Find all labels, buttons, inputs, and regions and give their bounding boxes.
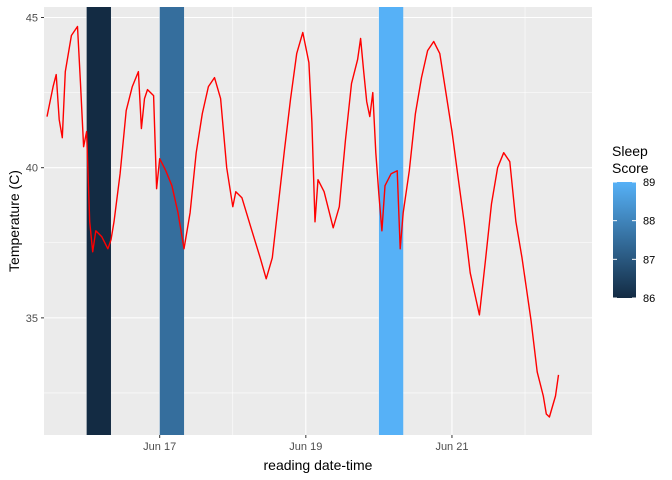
legend-label: 87 [643, 254, 655, 266]
legend-colorbar [613, 182, 636, 298]
sleep-band [159, 7, 185, 435]
x-axis-ticks: Jun 17 Jun 19 Jun 21 [143, 435, 468, 453]
plot-panel [44, 7, 592, 435]
x-axis-title: reading date-time [264, 457, 373, 473]
legend-ticks: 86 87 88 89 [613, 177, 655, 305]
y-axis-ticks: 35 40 45 [26, 13, 44, 325]
x-tick-label: Jun 21 [435, 441, 468, 453]
legend-label: 89 [643, 177, 655, 189]
y-tick-label: 35 [26, 313, 38, 325]
legend-title-line-1: Sleep [612, 143, 648, 159]
sleep-score-legend: Sleep Score 86 87 88 89 [612, 143, 655, 305]
legend-title-line-2: Score [612, 160, 649, 176]
legend-label: 88 [643, 216, 655, 228]
temperature-series [46, 25, 560, 418]
temperature-line [46, 25, 560, 418]
x-tick-label: Jun 19 [289, 441, 322, 453]
legend-label: 86 [643, 293, 655, 305]
y-tick-label: 45 [26, 13, 38, 25]
y-axis-title: Temperature (C) [6, 170, 22, 272]
sleep-band [86, 7, 111, 435]
y-tick-label: 40 [26, 163, 38, 175]
x-tick-label: Jun 17 [143, 441, 176, 453]
